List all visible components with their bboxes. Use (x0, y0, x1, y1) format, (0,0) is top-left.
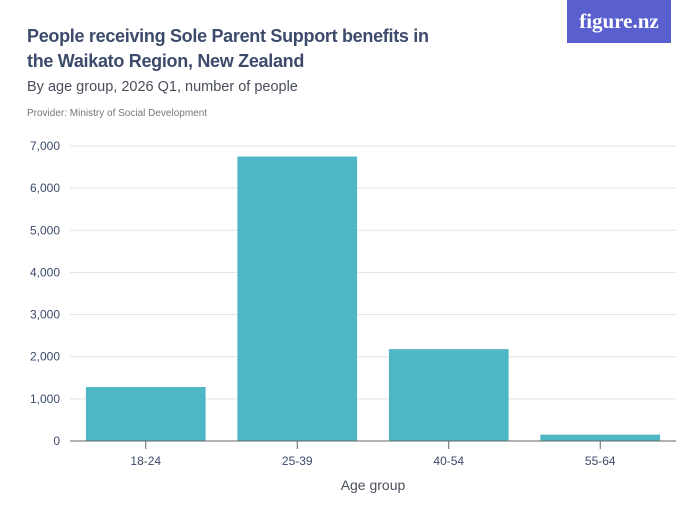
bar (540, 434, 661, 441)
figure-nz-logo[interactable]: figure.nz (567, 0, 671, 43)
y-tick-label: 5,000 (30, 223, 60, 237)
x-tick-label: 18-24 (130, 454, 161, 468)
y-tick-label: 6,000 (30, 181, 60, 195)
y-tick-label: 0 (53, 434, 60, 448)
y-tick-label: 3,000 (30, 308, 60, 322)
x-tick-label: 55-64 (585, 454, 616, 468)
provider-note: Provider: Ministry of Social Development (27, 108, 208, 119)
bar (388, 349, 509, 441)
y-tick-label: 4,000 (30, 265, 60, 279)
bar (237, 156, 358, 442)
x-tick-label: 40-54 (433, 454, 464, 468)
chart-title: People receiving Sole Parent Support ben… (27, 26, 429, 71)
x-tick-label: 25-39 (282, 454, 313, 468)
y-tick-label: 2,000 (30, 350, 60, 364)
y-tick-label: 7,000 (30, 139, 60, 153)
chart-subtitle: By age group, 2026 Q1, number of people (27, 79, 298, 95)
x-axis-label: Age group (341, 477, 406, 493)
bar (85, 387, 206, 441)
y-tick-label: 1,000 (30, 392, 60, 406)
